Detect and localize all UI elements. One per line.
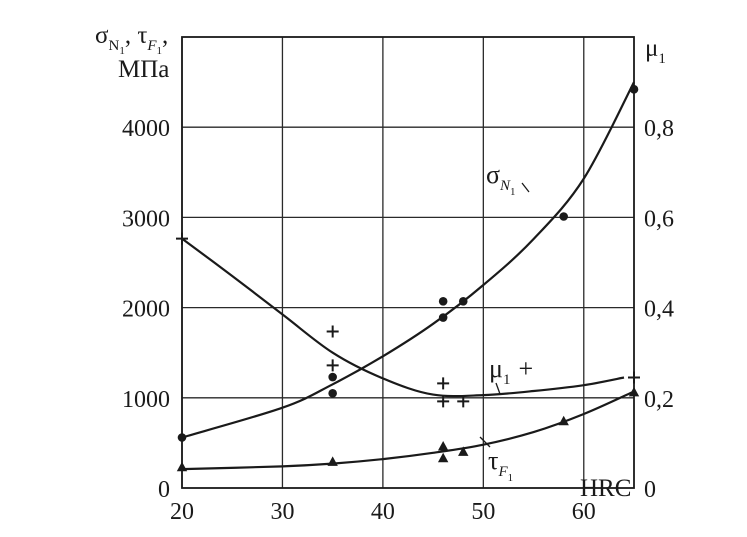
left-axis-label-tau: τ [137,22,147,49]
plot-frame [181,36,635,489]
right-tick-label: 0,8 [644,116,674,142]
point-sigma [177,433,187,442]
label-mu: μ1 + [489,354,533,388]
right-tick-label: 0,4 [644,297,674,323]
x-tick-labels: 20 30 40 50 60 [170,499,596,525]
label-sigma: σN1 [486,160,516,198]
point-tau [458,446,469,456]
left-tick-label: 4000 [122,116,170,142]
x-tick-label: 50 [471,499,495,525]
right-tick-label: 0,6 [644,206,674,232]
x-axis-label: HRC [580,475,631,502]
curve-sigma [181,81,635,439]
leader-sigma [521,182,530,193]
left-tick-label: 0 [158,477,170,503]
point-sigma [559,212,568,221]
curves [181,81,635,471]
label-tau: τF1 [488,446,513,484]
leader-tau [479,436,491,448]
point-sigma [458,296,468,306]
point-tau [558,415,569,426]
point-tau [327,456,338,466]
point-tau [437,452,449,463]
x-tick-label: 30 [270,499,294,525]
right-tick-label: 0 [644,477,656,503]
point-tau [176,461,188,472]
point-sigma [328,388,337,398]
point-mu [457,395,470,408]
left-axis-label-sigma: σ [95,22,109,49]
point-tau [628,386,640,397]
leader-mu [495,382,501,395]
point-mu [437,377,450,390]
right-tick-label: 0,2 [644,387,674,413]
point-mu [437,395,450,408]
point-mu [326,325,339,338]
left-axis-unit: МПа [118,56,169,83]
x-tick-label: 20 [170,499,194,525]
left-tick-label: 3000 [122,206,170,232]
right-tick-labels: 0 0,2 0,4 0,6 0,8 [644,116,674,503]
point-mu [176,232,188,245]
point-sigma [438,313,448,322]
svg-text:σN1, τF1,: σN1, τF1, [95,22,168,57]
left-tick-label: 1000 [122,387,170,413]
point-mu [628,371,640,384]
grid [181,36,635,489]
left-axis-label: σN1, τF1, МПа [95,22,169,83]
left-tick-labels: 0 1000 2000 3000 4000 [122,116,170,503]
left-tick-label: 2000 [122,297,170,323]
point-sigma [438,296,448,306]
curve-mu [181,237,625,398]
right-axis-label: μ1 [645,35,666,67]
point-mu [326,359,339,372]
point-tau [437,441,449,451]
markers [176,85,640,472]
point-sigma [328,372,337,382]
curve-tau [181,390,635,471]
x-tick-label: 60 [572,499,596,525]
point-sigma [629,85,639,94]
x-tick-label: 40 [371,499,395,525]
